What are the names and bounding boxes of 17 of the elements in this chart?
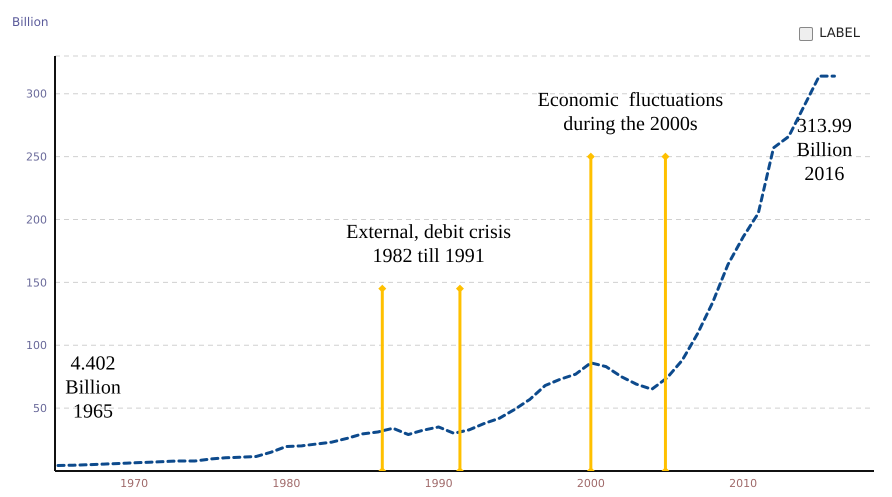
y-tick-label: 100 <box>26 339 47 352</box>
y-tick-label: 300 <box>26 88 47 101</box>
text: LABEL <box>818 26 860 41</box>
annotation: 4.402 Billion 1965 <box>65 352 121 422</box>
y-axis-title: Billion <box>12 15 49 29</box>
y-tick-label: 200 <box>26 213 47 226</box>
annotation: External, debit crisis 1982 till 1991 <box>346 221 512 267</box>
x-tick-label: 1980 <box>272 476 300 490</box>
x-tick-label: 1970 <box>120 476 148 490</box>
x-tick-label: 1990 <box>424 476 453 490</box>
y-tick-label: 150 <box>26 276 47 290</box>
y-tick-label: 50 <box>33 402 47 416</box>
annotation: 313.99 Billion 2016 <box>796 114 852 185</box>
annotation: Economic fluctuations during the 2000s <box>538 89 724 135</box>
x-tick-label: 2000 <box>576 476 605 490</box>
y-tick-label: 250 <box>26 150 47 164</box>
x-tick-label: 2010 <box>729 476 758 490</box>
